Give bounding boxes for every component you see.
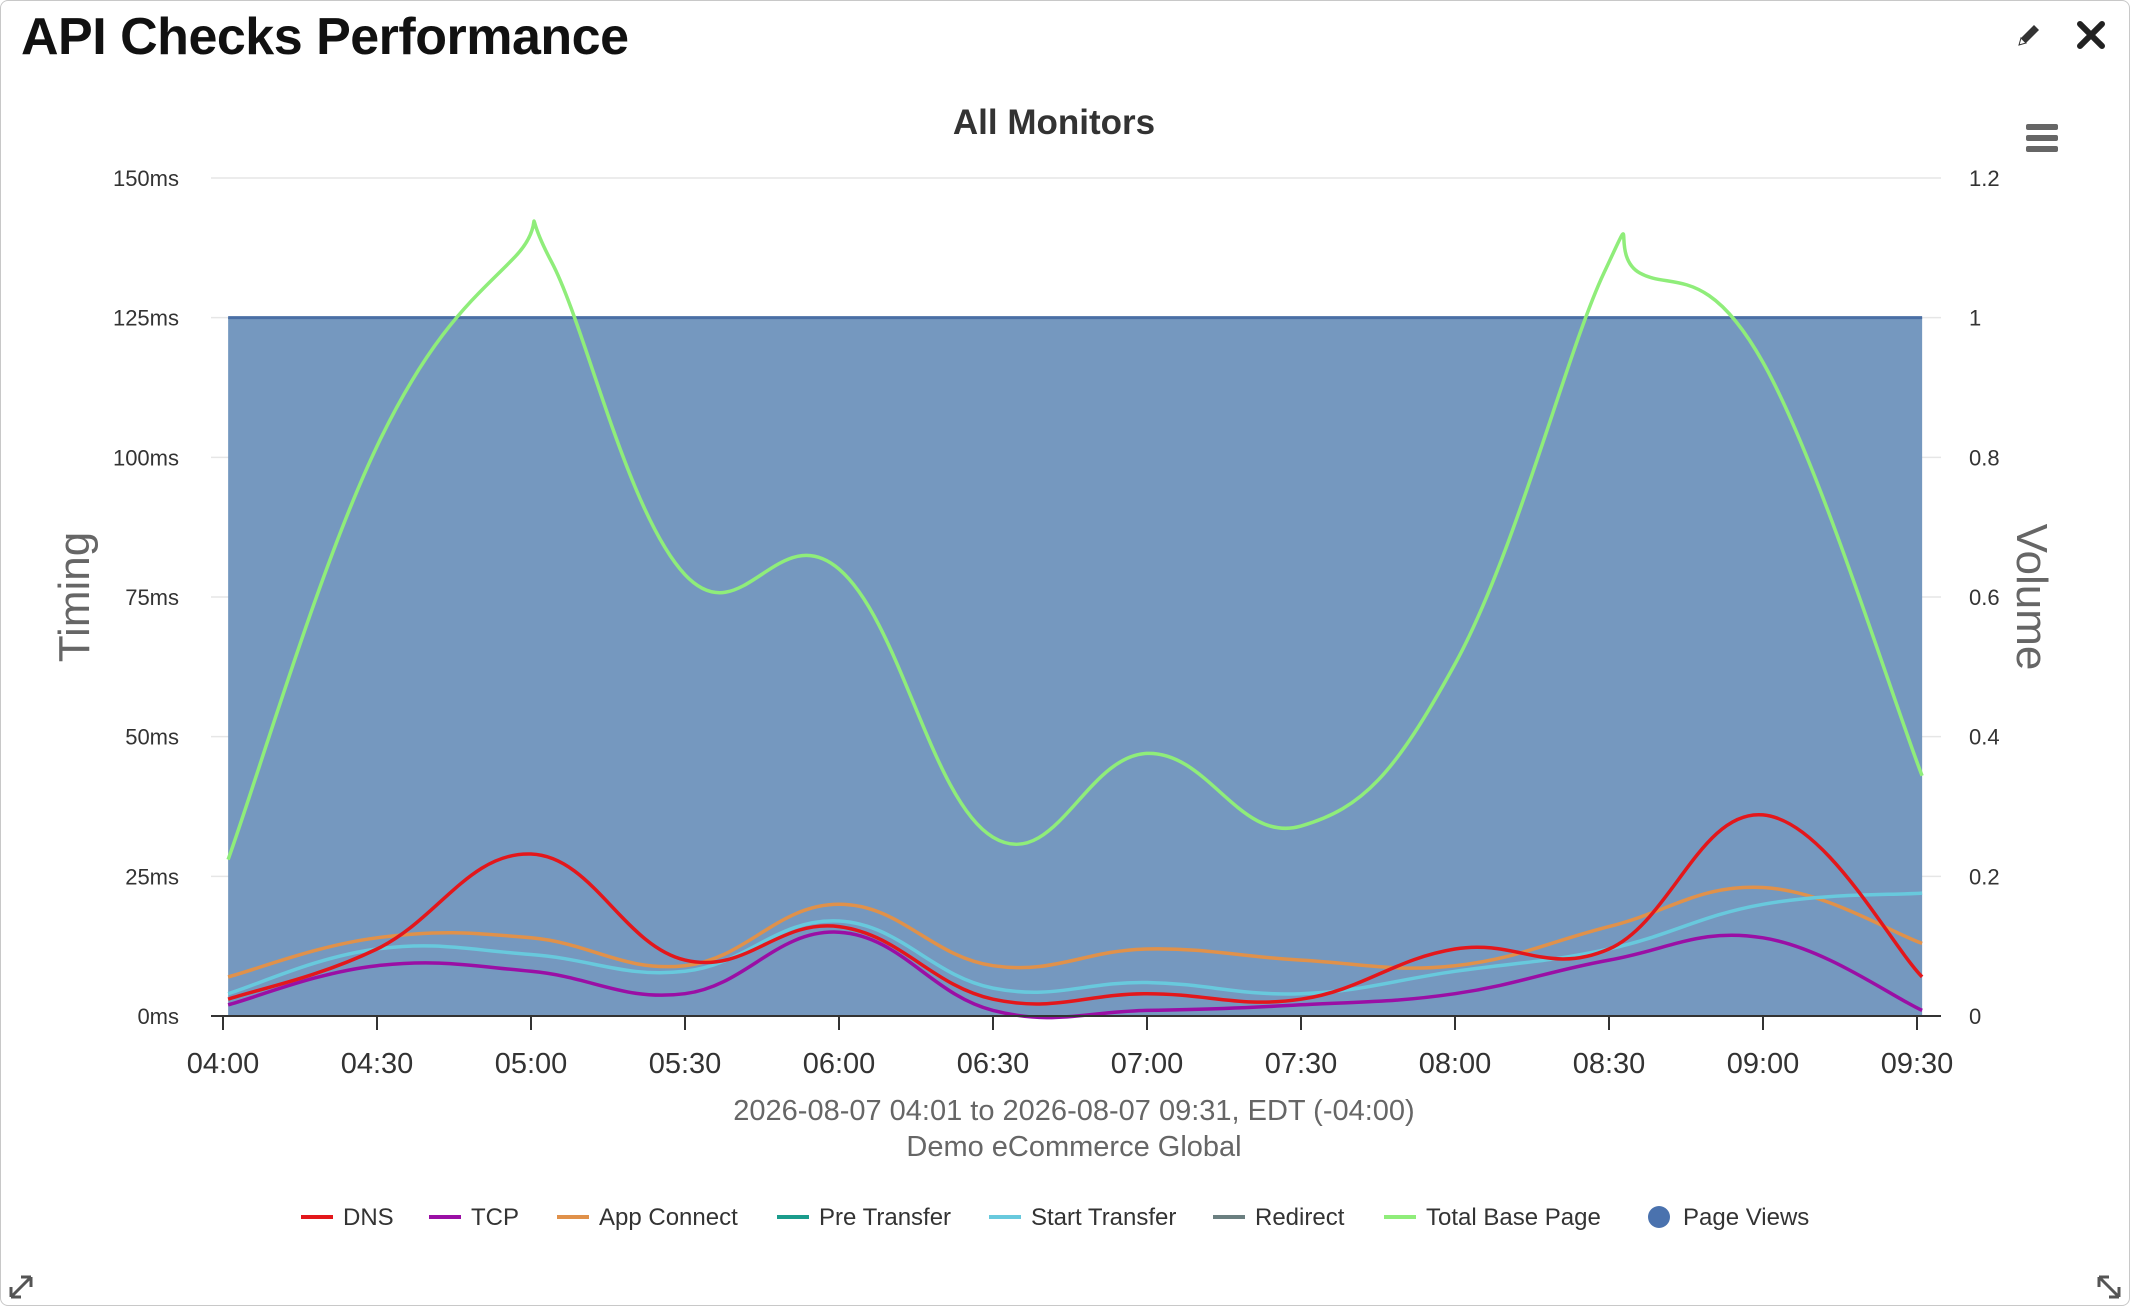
y-right-tick-label: 1.2	[1969, 166, 2000, 191]
y-right-tick-label: 0.8	[1969, 445, 2000, 470]
chart-title: All Monitors	[953, 103, 1155, 142]
y-left-axis-title: Timing	[50, 532, 99, 662]
y-right-tick-label: 0	[1969, 1004, 1981, 1029]
y-right-tick-label: 0.4	[1969, 725, 2000, 750]
legend-label: App Connect	[599, 1204, 738, 1231]
chart-subtitle-range: 2026-08-07 04:01 to 2026-08-07 09:31, ED…	[733, 1095, 1414, 1127]
y-right-tick-label: 0.2	[1969, 864, 2000, 889]
legend-item-tcp[interactable]: TCP	[429, 1204, 519, 1231]
close-button[interactable]	[2067, 11, 2115, 59]
legend-swatch	[1648, 1206, 1670, 1228]
y-left-tick-label: 0ms	[137, 1004, 179, 1029]
close-icon	[2077, 21, 2105, 49]
x-tick-label: 05:30	[649, 1048, 722, 1080]
legend-item-dns[interactable]: DNS	[301, 1204, 394, 1231]
x-tick-label: 06:30	[957, 1048, 1030, 1080]
legend-item-pre-transfer[interactable]: Pre Transfer	[777, 1204, 951, 1231]
legend-label: Redirect	[1255, 1204, 1345, 1231]
y-right-tick-label: 1	[1969, 306, 1981, 331]
legend-label: DNS	[343, 1204, 394, 1231]
legend-item-redirect[interactable]: Redirect	[1213, 1204, 1345, 1231]
x-tick-label: 09:00	[1727, 1048, 1800, 1080]
pencil-icon	[2018, 25, 2039, 46]
legend-item-app-connect[interactable]: App Connect	[557, 1204, 738, 1231]
series-line-app-connect	[227, 885, 1923, 979]
y-left-tick-label: 75ms	[125, 585, 179, 610]
x-tick-label: 05:00	[495, 1048, 568, 1080]
series-line-tcp	[227, 930, 1923, 1020]
series-line-total-base-page	[226, 219, 1924, 861]
x-tick-label: 08:30	[1573, 1048, 1646, 1080]
widget-title: API Checks Performance	[21, 8, 629, 66]
resize-left-handle[interactable]	[7, 1271, 37, 1301]
legend-item-page-views[interactable]: Page Views	[1648, 1204, 1809, 1231]
hamburger-menu-icon[interactable]	[2026, 124, 2058, 152]
x-tick-label: 09:30	[1881, 1048, 1954, 1080]
x-tick-label: 08:00	[1419, 1048, 1492, 1080]
y-right-axis-title: Volume	[2007, 524, 2056, 671]
x-tick-label: 06:00	[803, 1048, 876, 1080]
resize-right-icon	[2097, 1275, 2121, 1299]
y-right-tick-label: 0.6	[1969, 585, 2000, 610]
legend-label: Page Views	[1683, 1204, 1809, 1231]
y-left-tick-label: 150ms	[113, 166, 179, 191]
x-tick-label: 07:30	[1265, 1048, 1338, 1080]
y-left-tick-label: 125ms	[113, 306, 179, 331]
x-tick-label: 04:30	[341, 1048, 414, 1080]
y-left-tick-label: 100ms	[113, 445, 179, 470]
legend-item-total-base-page[interactable]: Total Base Page	[1384, 1204, 1601, 1231]
x-tick-label: 07:00	[1111, 1048, 1184, 1080]
resize-right-handle[interactable]	[2093, 1271, 2123, 1301]
y-left-tick-label: 25ms	[125, 864, 179, 889]
chart-subtitle-source: Demo eCommerce Global	[906, 1131, 1241, 1163]
y-left-tick-label: 50ms	[125, 725, 179, 750]
legend-item-start-transfer[interactable]: Start Transfer	[989, 1204, 1176, 1231]
series-line-start-transfer	[227, 891, 1923, 996]
legend-label: Total Base Page	[1426, 1204, 1601, 1231]
x-tick-label: 04:00	[187, 1048, 260, 1080]
page-views-area	[228, 317, 1923, 1017]
legend-label: TCP	[471, 1204, 519, 1231]
resize-left-icon	[9, 1275, 33, 1299]
legend-label: Start Transfer	[1031, 1204, 1176, 1231]
series-line-dns	[227, 813, 1924, 1006]
edit-button[interactable]	[2005, 11, 2053, 59]
legend-label: Pre Transfer	[819, 1204, 951, 1231]
